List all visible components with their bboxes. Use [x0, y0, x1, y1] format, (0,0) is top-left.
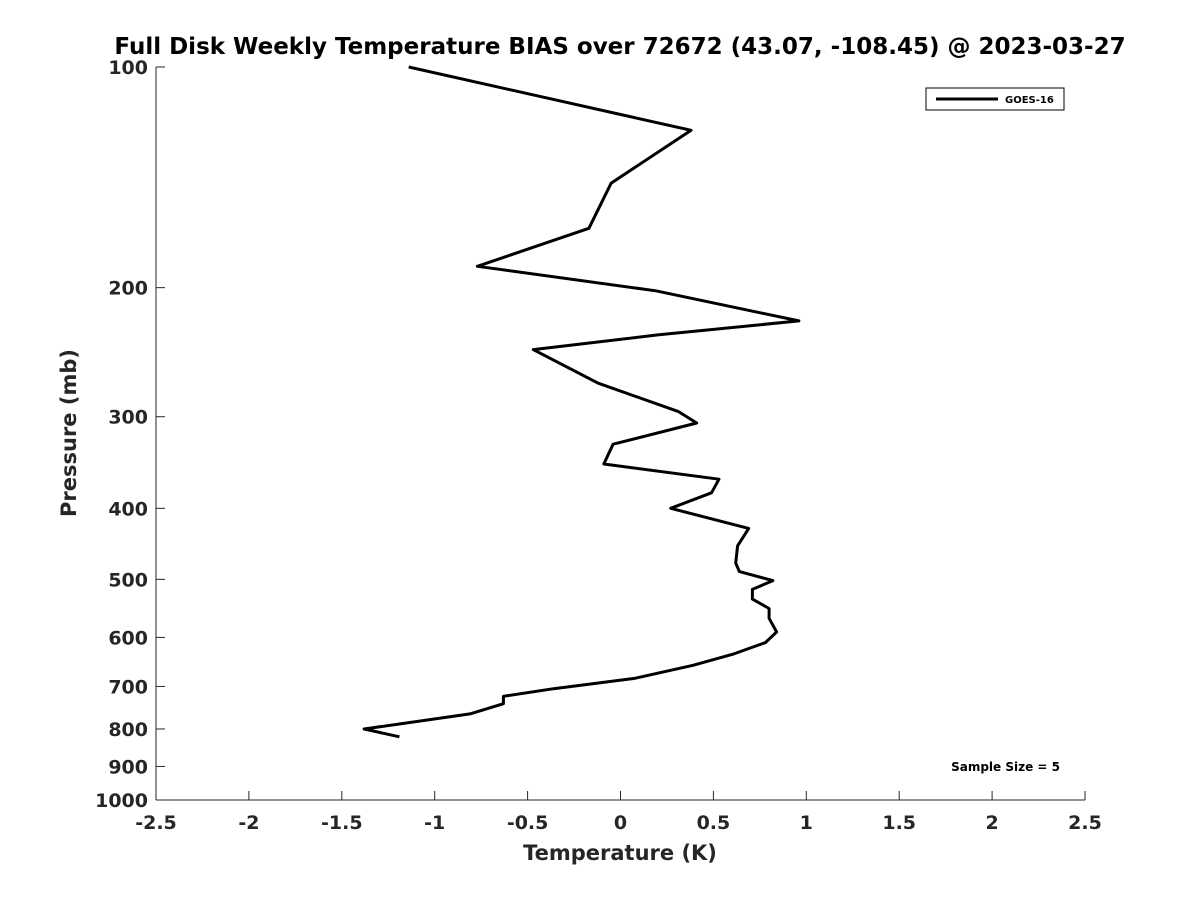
series-line-goes-16 [362, 65, 801, 739]
y-tick-label: 900 [108, 756, 148, 778]
y-tick-label: 600 [108, 627, 148, 649]
x-tick-label: 2 [985, 812, 998, 834]
y-tick-label: 700 [108, 676, 148, 698]
series-layer [362, 65, 801, 739]
y-tick-label: 1000 [95, 790, 148, 812]
x-axis-label: Temperature (K) [523, 841, 717, 865]
legend: GOES-16 [925, 87, 1065, 111]
y-axis-label: Pressure (mb) [57, 349, 81, 517]
y-axis-ticks: 100 200 300 400 500 600 700 800 900 1000 [95, 57, 165, 812]
y-tick-label: 100 [108, 57, 148, 79]
y-tick-label: 200 [108, 278, 148, 300]
y-tick-label: 300 [108, 407, 148, 429]
y-tick-label: 500 [108, 569, 148, 591]
x-tick-label: 0.5 [697, 812, 731, 834]
x-tick-label: -0.5 [507, 812, 549, 834]
x-tick-label: 1 [800, 812, 813, 834]
y-tick-label: 800 [108, 719, 148, 741]
legend-label-goes-16: GOES-16 [1005, 95, 1054, 106]
sample-size-annotation: Sample Size = 5 [951, 760, 1060, 774]
x-tick-label: 2.5 [1068, 812, 1102, 834]
x-tick-label: -2.5 [135, 812, 177, 834]
x-tick-label: 1.5 [882, 812, 916, 834]
x-tick-label: -1.5 [321, 812, 363, 834]
plot-area [156, 67, 1085, 800]
chart-title: Full Disk Weekly Temperature BIAS over 7… [114, 34, 1125, 60]
x-tick-label: 0 [614, 812, 627, 834]
y-tick-label: 400 [108, 498, 148, 520]
x-tick-label: -2 [238, 812, 259, 834]
x-axis-ticks: -2.5 -2 -1.5 -1 -0.5 0 0.5 1 1.5 2 2.5 [135, 791, 1102, 834]
x-tick-label: -1 [424, 812, 445, 834]
